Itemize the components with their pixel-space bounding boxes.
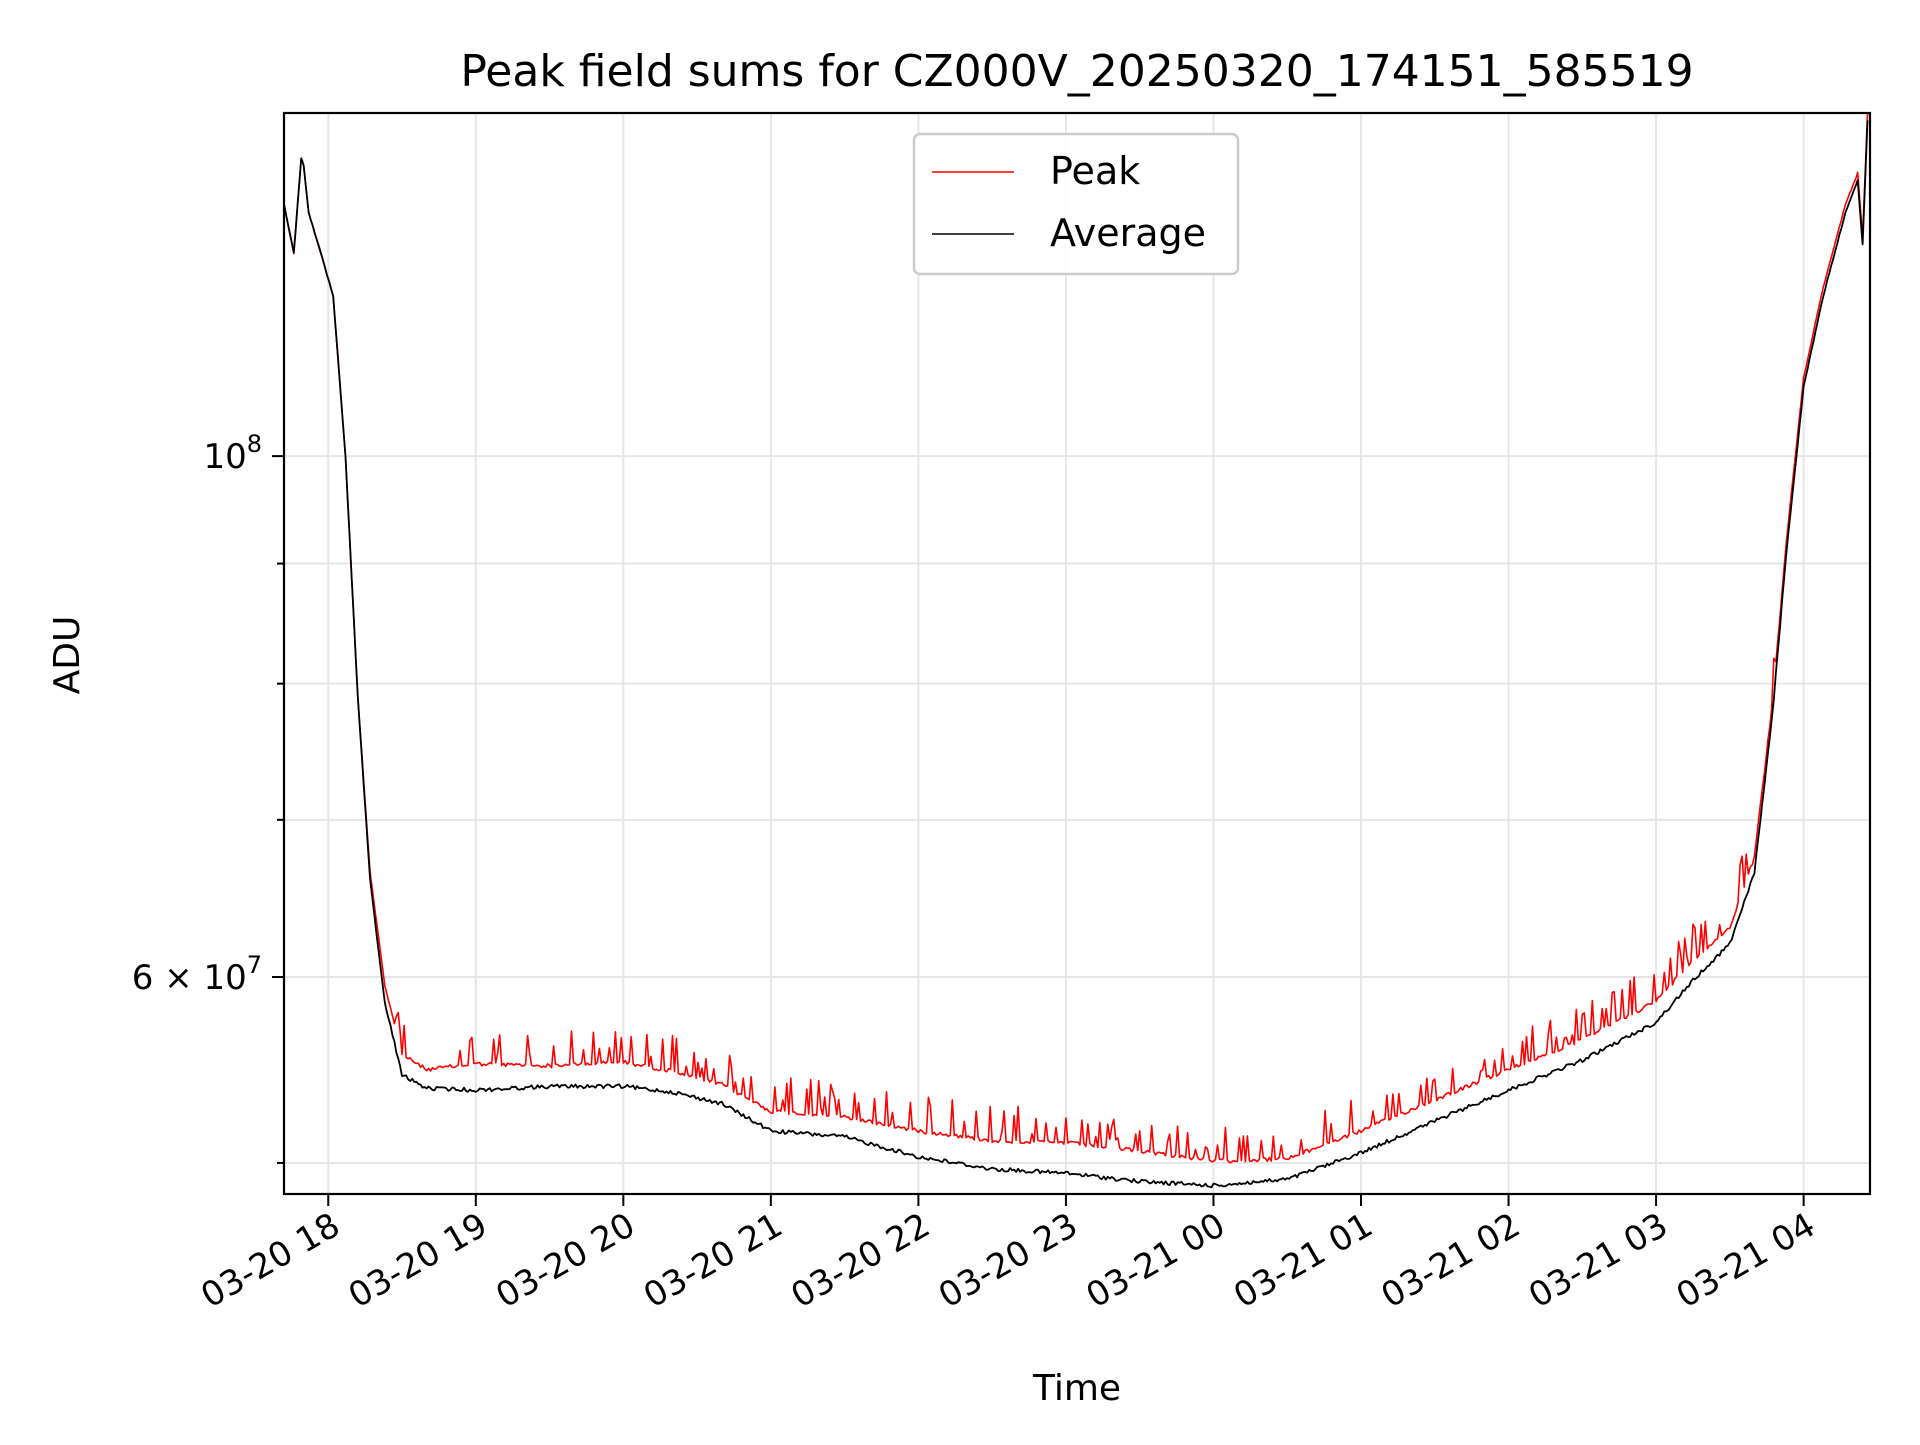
series-line-average	[284, 120, 1869, 1189]
y-tick-label: 6 × 107	[132, 951, 262, 998]
grid	[284, 113, 1870, 1194]
chart-title: Peak field sums for CZ000V_20250320_1741…	[460, 46, 1693, 97]
x-axis-label: Time	[1032, 1368, 1121, 1409]
axes	[282, 111, 1872, 1196]
series-layer	[284, 113, 1869, 1189]
plot-frame	[282, 111, 1872, 1196]
y-axis-ticks: 6 × 107 108	[132, 430, 284, 1164]
legend-label-peak: Peak	[1050, 149, 1140, 193]
legend-box	[912, 132, 1240, 276]
legend-label-average: Average	[1050, 211, 1206, 255]
legend: Peak Average	[912, 132, 1240, 276]
y-axis-label: ADU	[47, 616, 88, 695]
series-line-peak	[284, 113, 1869, 1164]
y-tick-label: 108	[203, 430, 262, 477]
